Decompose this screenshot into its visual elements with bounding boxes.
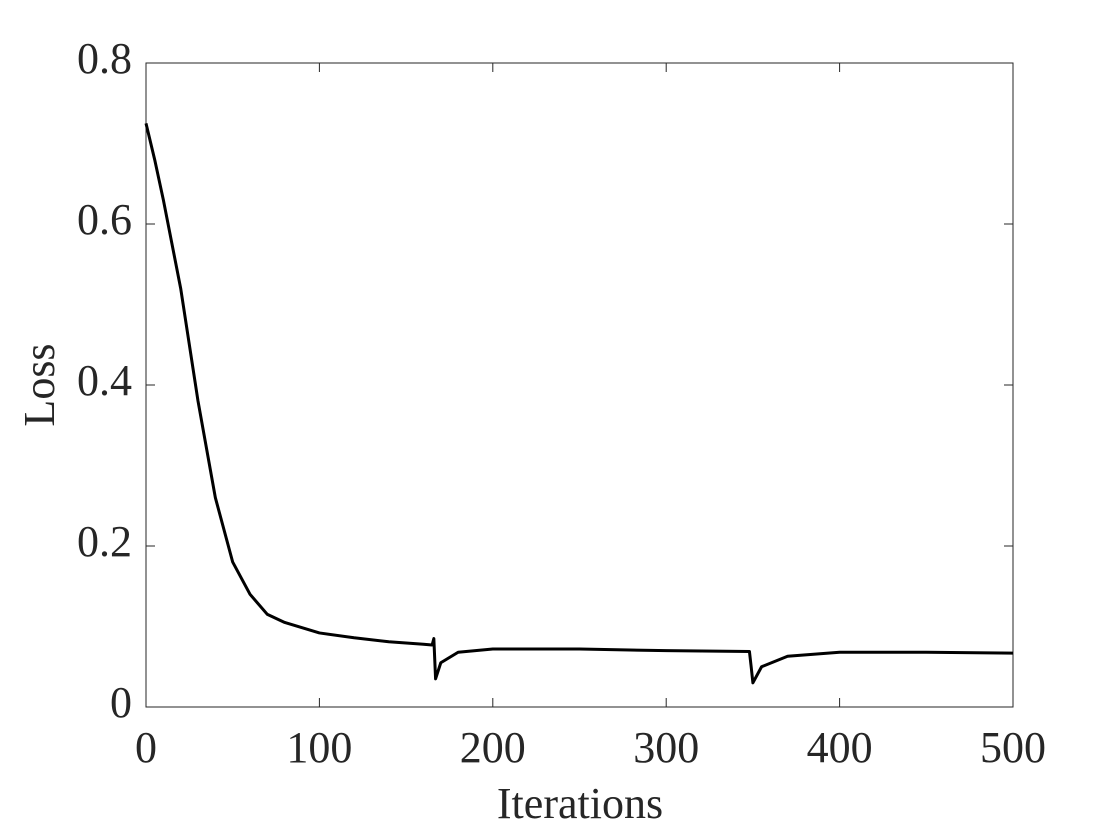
x-tick-label: 0: [135, 723, 157, 772]
loss-line: [144, 123, 1014, 685]
y-tick-label: 0.2: [77, 517, 132, 566]
y-tick-label: 0.4: [77, 356, 132, 405]
x-tick-label: 500: [980, 723, 1046, 772]
x-axis-label: Iterations: [497, 779, 663, 828]
x-tick-label: 300: [633, 723, 699, 772]
y-tick-label: 0.8: [77, 34, 132, 83]
plot-frame: [145, 62, 1014, 708]
y-tick-label: 0.6: [77, 195, 132, 244]
y-tick-label: 0: [110, 678, 132, 727]
y-axis-label: Loss: [15, 343, 64, 426]
x-tick-label: 400: [807, 723, 873, 772]
x-tick-label: 100: [286, 723, 352, 772]
x-tick-label: 200: [460, 723, 526, 772]
